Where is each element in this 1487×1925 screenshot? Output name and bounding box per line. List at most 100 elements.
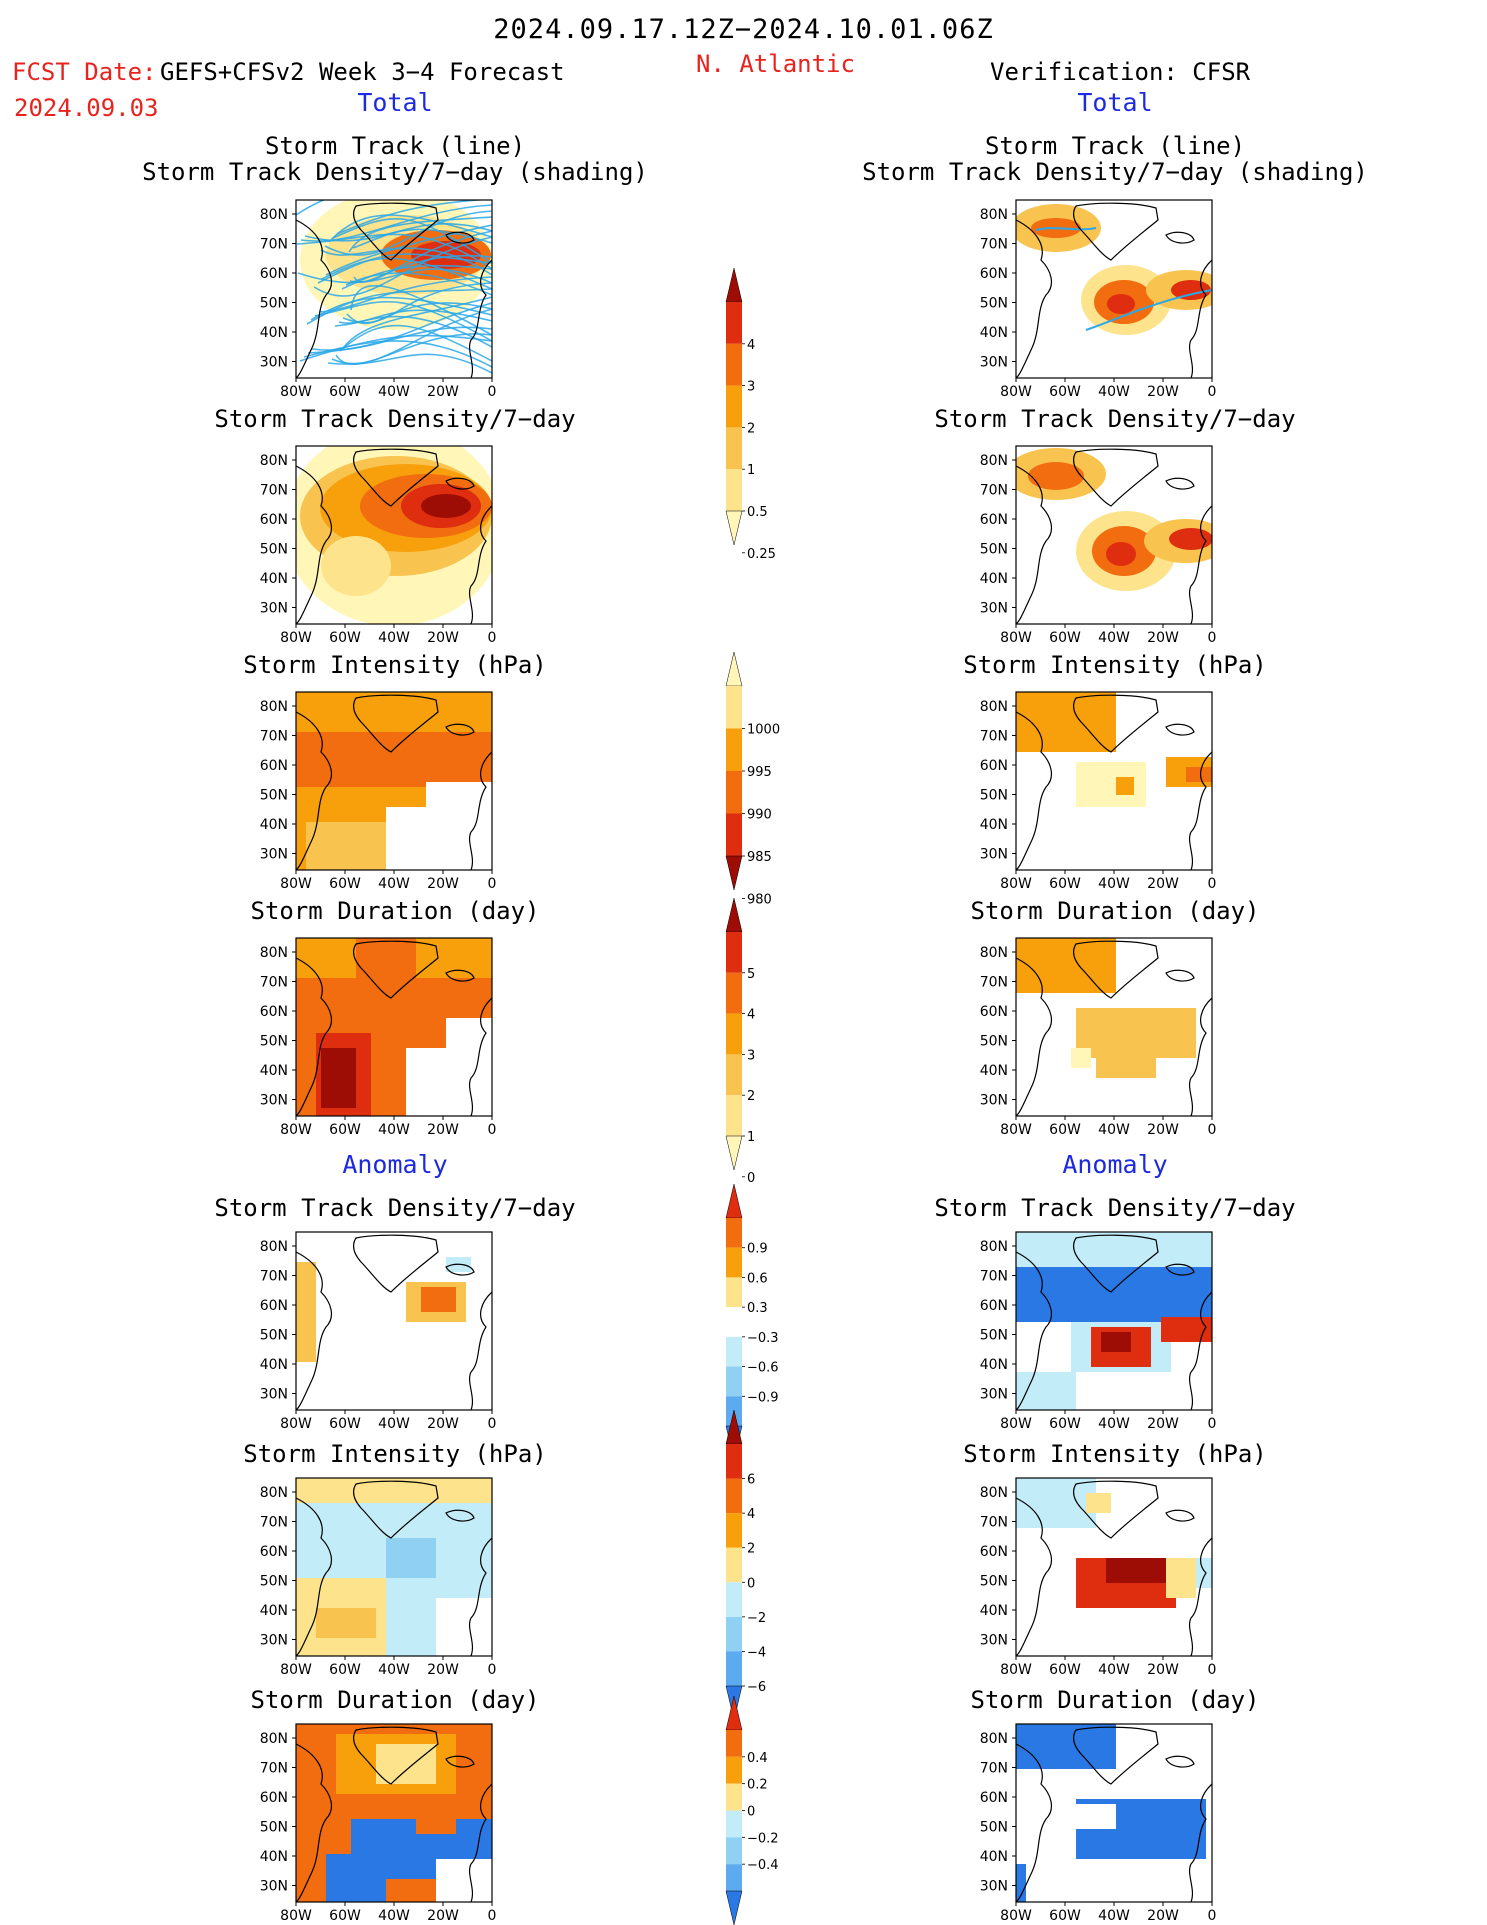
map-panel-anom-duration-right: 80N 70N 60N 50N 40N 30N 80W 60W 40W 20W 0 (980, 1723, 1216, 1924)
lat-tick-label: 30N (260, 1879, 288, 1895)
map-panel-density-left: 80N 70N 60N 50N 40N 30N 80W 60W 40W 20W 0 (260, 445, 496, 646)
lat-tick-label: 70N (980, 483, 1008, 499)
panel-title-anom-duration-right: Storm Duration (day) (970, 1686, 1260, 1714)
lat-tick-label: 30N (980, 1387, 1008, 1403)
lat-tick-label: 40N (980, 571, 1008, 587)
colorbar-tick-label: 2 (747, 1542, 755, 1557)
lon-tick-label: 60W (1049, 630, 1081, 646)
colorbar-tick-label: 4 (747, 1507, 755, 1522)
lat-tick-label: 70N (260, 483, 288, 499)
lon-tick-label: 0 (488, 1416, 497, 1432)
lon-tick-label: 20W (427, 1908, 459, 1924)
lat-tick-label: 50N (260, 788, 288, 804)
lat-tick-label: 80N (980, 1239, 1008, 1255)
lon-tick-label: 0 (488, 1662, 497, 1678)
lon-tick-label: 20W (427, 876, 459, 892)
lon-tick-label: 20W (1147, 1662, 1179, 1678)
lat-tick-label: 30N (260, 847, 288, 863)
lon-tick-label: 40W (1098, 1416, 1130, 1432)
lat-tick-label: 60N (980, 1298, 1008, 1314)
lon-tick-label: 80W (280, 1908, 312, 1924)
colorbar-tick-label: −0.4 (747, 1858, 779, 1873)
lat-tick-label: 80N (260, 1731, 288, 1747)
lat-tick-label: 70N (260, 1515, 288, 1531)
lat-tick-label: 30N (980, 1633, 1008, 1649)
lat-tick-label: 30N (980, 847, 1008, 863)
colorbar-tick-label: 990 (747, 808, 772, 823)
lat-tick-label: 30N (260, 1633, 288, 1649)
lat-tick-label: 40N (260, 817, 288, 833)
lat-tick-label: 40N (980, 1849, 1008, 1865)
lon-tick-label: 60W (329, 1662, 361, 1678)
lat-tick-label: 30N (260, 601, 288, 617)
lon-tick-label: 20W (1147, 384, 1179, 400)
panel-title-anom-intensity-right: Storm Intensity (hPa) (963, 1440, 1267, 1468)
lon-tick-label: 60W (1049, 1662, 1081, 1678)
lat-tick-label: 80N (980, 699, 1008, 715)
lon-tick-label: 40W (1098, 630, 1130, 646)
map-panel-track-line-right: 80N 70N 60N 50N 40N 30N 80W 60W 40W 20W 0 (980, 199, 1217, 400)
region-label: N. Atlantic (696, 50, 855, 78)
lat-tick-label: 70N (980, 1269, 1008, 1285)
lat-tick-label: 80N (980, 453, 1008, 469)
lat-tick-label: 40N (260, 571, 288, 587)
lat-tick-label: 40N (980, 1063, 1008, 1079)
verification-label: Verification: CFSR (990, 58, 1251, 86)
colorbar-tick-label: 3 (747, 380, 755, 395)
lat-tick-label: 50N (980, 1034, 1008, 1050)
lon-tick-label: 0 (1208, 1416, 1217, 1432)
colorbar-tick-label: 0.4 (747, 1751, 768, 1766)
lat-tick-label: 80N (980, 1485, 1008, 1501)
colorbar-tick-label: −4 (747, 1645, 766, 1660)
lon-tick-label: 20W (427, 1122, 459, 1138)
colorbar-tick-label: 995 (747, 765, 772, 780)
lon-tick-label: 0 (1208, 1122, 1217, 1138)
anomaly-left-header: Anomaly (342, 1150, 448, 1179)
lon-tick-label: 60W (1049, 1416, 1081, 1432)
lon-tick-label: 40W (378, 1416, 410, 1432)
lat-tick-label: 40N (980, 1603, 1008, 1619)
lon-tick-label: 20W (427, 384, 459, 400)
colorbar-tick-label: 2 (747, 1089, 755, 1104)
map-panel-intensity-left: 80N 70N 60N 50N 40N 30N 80W 60W 40W 20W 0 (260, 691, 497, 892)
lon-tick-label: 60W (329, 1122, 361, 1138)
panel-title-density-left: Storm Track Density/7−day (214, 405, 576, 433)
colorbar-tick-label: 0.25 (747, 547, 776, 562)
lon-tick-label: 0 (1208, 876, 1217, 892)
lat-tick-label: 70N (260, 1269, 288, 1285)
colorbar-duration: 5 4 3 2 1 0 (725, 897, 755, 1186)
lon-tick-label: 60W (329, 876, 361, 892)
lat-tick-label: 60N (980, 1790, 1008, 1806)
colorbar-anom-density: 0.9 0.6 0.3 −0.3 −0.6 −0.9 (725, 1183, 779, 1461)
date-range-title: 2024.09.17.12Z−2024.10.01.06Z (493, 14, 994, 45)
lon-tick-label: 0 (488, 1908, 497, 1924)
lat-tick-label: 60N (980, 758, 1008, 774)
panel-title-track-line-right: Storm Track (line) (984, 132, 1246, 160)
lat-tick-label: 60N (260, 1004, 288, 1020)
lon-tick-label: 80W (1000, 384, 1032, 400)
lat-tick-label: 70N (980, 237, 1008, 253)
total-right-header: Total (1077, 88, 1153, 117)
map-panel-duration-left: 80N 70N 60N 50N 40N 30N 80W 60W 40W 20W 0 (260, 937, 496, 1138)
fcst-date-label: FCST Date: (12, 58, 157, 86)
lon-tick-label: 40W (1098, 876, 1130, 892)
lat-tick-label: 50N (980, 1574, 1008, 1590)
lon-tick-label: 20W (427, 1662, 459, 1678)
lon-tick-label: 60W (329, 1416, 361, 1432)
lon-tick-label: 0 (1208, 384, 1217, 400)
lat-tick-label: 30N (260, 1093, 288, 1109)
lat-tick-label: 40N (980, 325, 1008, 341)
lat-tick-label: 60N (980, 266, 1008, 282)
lat-tick-label: 70N (980, 1515, 1008, 1531)
lat-tick-label: 70N (260, 237, 288, 253)
lat-tick-label: 40N (260, 1063, 288, 1079)
lat-tick-label: 80N (980, 945, 1008, 961)
lon-tick-label: 80W (280, 1416, 312, 1432)
lon-tick-label: 20W (1147, 630, 1179, 646)
lat-tick-label: 60N (260, 1544, 288, 1560)
colorbar-tick-label: 4 (747, 338, 755, 353)
lat-tick-label: 60N (260, 1298, 288, 1314)
lat-tick-label: 40N (980, 817, 1008, 833)
lon-tick-label: 0 (488, 876, 497, 892)
lon-tick-label: 60W (1049, 1908, 1081, 1924)
